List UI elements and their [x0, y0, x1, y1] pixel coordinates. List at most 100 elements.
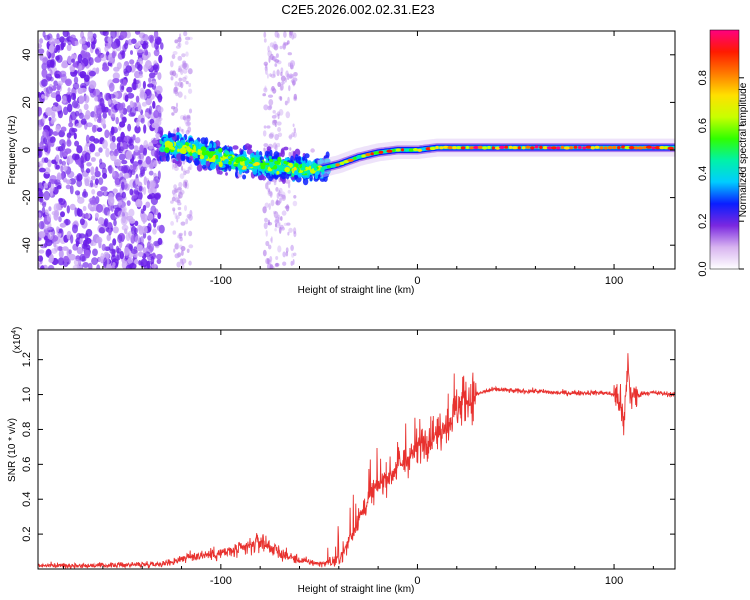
spectrogram-cell — [82, 205, 87, 212]
spectrogram-cell — [370, 152, 375, 156]
y-tick-label: 1.0 — [21, 387, 33, 402]
spectrogram-cell — [70, 92, 76, 100]
spectrogram-cell — [44, 34, 51, 41]
spectrogram-cell — [304, 153, 310, 159]
spectrogram-cell — [287, 52, 292, 56]
colorbar-tick-label: 0.8 — [697, 70, 709, 85]
spectrogram-cell — [66, 205, 71, 214]
spectrogram-cell — [49, 175, 57, 182]
spectrogram-cell — [119, 83, 125, 93]
spectrogram-cell — [263, 38, 267, 43]
spectrogram-cell — [405, 148, 409, 152]
spectrogram-cell — [293, 93, 297, 100]
spectrogram-cell — [137, 159, 143, 165]
spectrogram-cell — [56, 226, 60, 233]
spectrogram-cell — [99, 158, 103, 165]
spectrogram-cell — [62, 246, 69, 251]
spectrogram-cell — [61, 61, 68, 69]
spectrogram-cell — [290, 260, 294, 266]
spectrogram-cell — [72, 82, 80, 90]
spectrogram-cell — [178, 181, 183, 188]
spectrogram-cell — [46, 213, 52, 222]
spectrogram-cell — [278, 222, 281, 227]
spectrogram-cell — [275, 256, 279, 260]
spectrogram-cell — [274, 63, 278, 67]
spectrogram-cell — [80, 118, 87, 125]
spectrogram-cell — [40, 264, 45, 269]
spectrogram-cell — [43, 190, 50, 201]
spectrogram-cell — [273, 164, 278, 170]
spectrogram-cell — [185, 36, 191, 41]
spectrogram-cell — [270, 53, 274, 61]
spectrogram-cell — [148, 170, 154, 176]
spectrogram-cell — [263, 104, 269, 111]
spectrogram-cell — [186, 155, 190, 163]
spectrogram-cell — [183, 230, 187, 237]
spectrogram-cell — [65, 179, 72, 185]
spectrogram-cell — [232, 145, 239, 150]
spectrogram-cell — [224, 163, 230, 168]
spectrogram-cell — [199, 154, 205, 160]
spectrogram-cell — [270, 73, 276, 79]
spectrogram-cell — [157, 72, 162, 81]
spectrogram-cell — [54, 73, 61, 79]
spectrogram-cell — [89, 80, 97, 89]
spectrogram-cell — [285, 179, 291, 184]
spectrogram-cell — [66, 44, 72, 52]
spectrogram-cell — [148, 141, 154, 150]
spectrogram-cell — [177, 91, 183, 98]
spectrogram-cell — [96, 127, 103, 132]
x-tick-label: 0 — [414, 575, 420, 587]
spectrogram-cell — [58, 216, 62, 223]
spectrogram-cell — [171, 112, 175, 116]
spectrogram-cell — [57, 246, 63, 251]
spectrogram-cell — [138, 260, 142, 266]
spectrogram-cell — [67, 170, 75, 179]
spectrogram-cell — [72, 224, 78, 234]
spectrogram-cell — [263, 143, 269, 148]
spectrogram-cell — [292, 200, 298, 207]
spectrogram-cell — [258, 174, 263, 181]
spectrogram-cell — [152, 64, 158, 70]
spectrogram-cell — [147, 194, 153, 200]
spectrogram-cell — [280, 191, 286, 199]
spectrogram-cell — [169, 70, 174, 76]
y-tick-label: 0.2 — [21, 526, 33, 541]
spectrogram-cell — [70, 234, 74, 244]
spectrogram-cell — [60, 165, 64, 173]
spectrogram-cell — [300, 167, 306, 171]
spectrogram-cell — [279, 96, 283, 101]
spectrogram-cell — [290, 175, 295, 181]
spectrogram-cell — [201, 150, 205, 156]
spectrogram-cell — [177, 81, 182, 88]
spectrogram-cell — [209, 143, 213, 149]
spectrogram-cell — [607, 146, 613, 150]
spectrogram-cell — [164, 147, 170, 154]
snr-series-line — [38, 353, 675, 569]
spectrogram-cell — [262, 93, 267, 97]
spectrogram-cell — [120, 131, 125, 140]
spectrogram-cell — [139, 144, 144, 154]
spectrogram-cell — [118, 153, 126, 161]
spectrogram-cell — [134, 235, 141, 244]
spectrogram-cell — [128, 143, 135, 150]
spectrogram-cell — [115, 245, 120, 254]
spectrogram-cell — [273, 41, 277, 47]
spectrogram-cell — [174, 39, 179, 44]
spectrogram-cell — [269, 42, 274, 48]
spectrogram-cell — [116, 196, 124, 203]
spectrogram-cell — [95, 203, 104, 213]
spectrogram-cell — [289, 147, 292, 151]
spectrogram-cell — [110, 126, 115, 136]
spectrogram-cell — [86, 162, 92, 167]
spectrogram-cell — [143, 124, 147, 134]
spectrogram-cell — [277, 81, 282, 87]
spectrogram-cell — [204, 154, 209, 160]
spectrogram-cell — [53, 80, 58, 86]
spectrogram-cell — [413, 148, 418, 152]
spectrogram-cell — [157, 212, 162, 220]
spectrogram-cell — [176, 102, 178, 108]
spectrogram-cell — [112, 188, 118, 194]
spectrogram-cell — [279, 45, 283, 50]
spectrogram-cell — [46, 50, 50, 57]
